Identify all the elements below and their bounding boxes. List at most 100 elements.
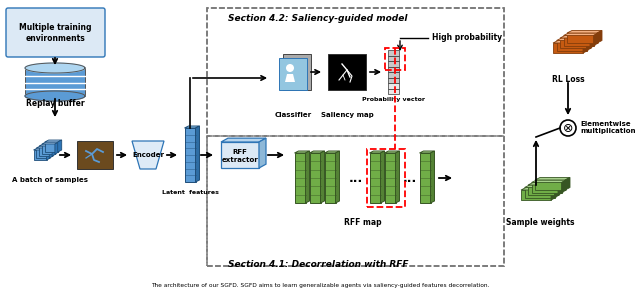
Polygon shape: [184, 126, 200, 128]
Polygon shape: [525, 185, 559, 187]
Bar: [367, 149, 405, 207]
Bar: [387, 50, 399, 55]
Polygon shape: [586, 38, 591, 50]
Polygon shape: [557, 38, 591, 41]
Polygon shape: [565, 178, 570, 190]
Text: Encoder: Encoder: [132, 152, 164, 158]
Polygon shape: [279, 58, 307, 90]
Bar: [207, 8, 504, 266]
Polygon shape: [42, 144, 55, 154]
Polygon shape: [49, 146, 53, 158]
Bar: [387, 66, 399, 72]
Polygon shape: [321, 151, 324, 203]
Text: RFF
extractor: RFF extractor: [221, 150, 259, 162]
Polygon shape: [33, 148, 51, 150]
Polygon shape: [535, 180, 565, 190]
Polygon shape: [259, 138, 266, 168]
Polygon shape: [528, 182, 563, 185]
Polygon shape: [381, 151, 385, 203]
Polygon shape: [521, 187, 556, 190]
Circle shape: [560, 120, 576, 136]
Polygon shape: [554, 185, 559, 198]
Bar: [387, 77, 399, 83]
Text: Saliency map: Saliency map: [321, 112, 373, 118]
Polygon shape: [335, 151, 339, 203]
Polygon shape: [310, 151, 324, 153]
Bar: [387, 89, 399, 94]
Text: ...: ...: [349, 172, 363, 184]
Polygon shape: [294, 153, 305, 203]
Polygon shape: [535, 178, 570, 180]
Text: Multiple training
environments: Multiple training environments: [19, 23, 92, 43]
FancyBboxPatch shape: [6, 8, 105, 57]
Text: High probability: High probability: [432, 33, 502, 43]
Bar: [387, 55, 399, 61]
Text: RFF map: RFF map: [344, 218, 382, 227]
Polygon shape: [294, 151, 310, 153]
Polygon shape: [583, 41, 588, 53]
Text: Section 4.1: Decorrelation with RFF: Section 4.1: Decorrelation with RFF: [228, 260, 408, 269]
Polygon shape: [221, 142, 259, 168]
Polygon shape: [558, 182, 563, 195]
Polygon shape: [36, 146, 53, 148]
Text: Replay buffer: Replay buffer: [26, 99, 84, 108]
Polygon shape: [593, 33, 598, 46]
Polygon shape: [58, 140, 61, 152]
Polygon shape: [385, 153, 396, 203]
Polygon shape: [525, 187, 554, 198]
Bar: [77, 141, 113, 169]
Polygon shape: [396, 151, 399, 203]
Polygon shape: [369, 151, 385, 153]
Text: A batch of samples: A batch of samples: [12, 177, 88, 183]
Polygon shape: [590, 35, 595, 48]
Polygon shape: [221, 138, 266, 142]
Polygon shape: [310, 153, 321, 203]
Polygon shape: [39, 146, 52, 156]
Polygon shape: [324, 153, 335, 203]
Text: Section 4.2: Saliency-guided model: Section 4.2: Saliency-guided model: [228, 14, 408, 23]
Text: Sample weights: Sample weights: [506, 218, 574, 227]
Polygon shape: [560, 35, 595, 38]
Text: Classifier: Classifier: [275, 112, 312, 118]
Circle shape: [286, 64, 294, 72]
Polygon shape: [419, 153, 431, 203]
Polygon shape: [42, 142, 59, 144]
Polygon shape: [551, 187, 556, 200]
Polygon shape: [521, 190, 551, 200]
Polygon shape: [52, 144, 56, 156]
Polygon shape: [283, 54, 311, 90]
Bar: [328, 54, 366, 90]
Polygon shape: [369, 153, 381, 203]
Polygon shape: [385, 151, 399, 153]
Polygon shape: [561, 180, 566, 193]
Polygon shape: [33, 150, 47, 160]
Text: Latent  features: Latent features: [161, 190, 218, 195]
Text: Elementwise
multiplication: Elementwise multiplication: [580, 122, 636, 134]
Polygon shape: [39, 144, 56, 146]
Polygon shape: [531, 182, 561, 193]
Polygon shape: [563, 35, 593, 46]
Bar: [25, 68, 85, 96]
Text: ⊗: ⊗: [563, 122, 573, 134]
Polygon shape: [528, 185, 558, 195]
Polygon shape: [567, 30, 602, 33]
Bar: [387, 72, 399, 77]
Polygon shape: [567, 33, 597, 43]
Polygon shape: [419, 151, 435, 153]
Polygon shape: [553, 43, 583, 53]
Polygon shape: [195, 126, 200, 182]
Polygon shape: [25, 63, 85, 73]
Bar: [387, 83, 399, 89]
Bar: [385, 48, 405, 70]
Bar: [207, 8, 504, 136]
Polygon shape: [553, 41, 588, 43]
Polygon shape: [305, 151, 310, 203]
Polygon shape: [324, 151, 339, 153]
Polygon shape: [132, 141, 164, 169]
Polygon shape: [285, 74, 295, 82]
Polygon shape: [531, 180, 566, 182]
Polygon shape: [184, 128, 195, 182]
Text: The architecture of our SGFD. SGFD aims to learn generalizable agents via salien: The architecture of our SGFD. SGFD aims …: [151, 283, 489, 288]
Polygon shape: [597, 30, 602, 43]
Polygon shape: [55, 142, 59, 154]
